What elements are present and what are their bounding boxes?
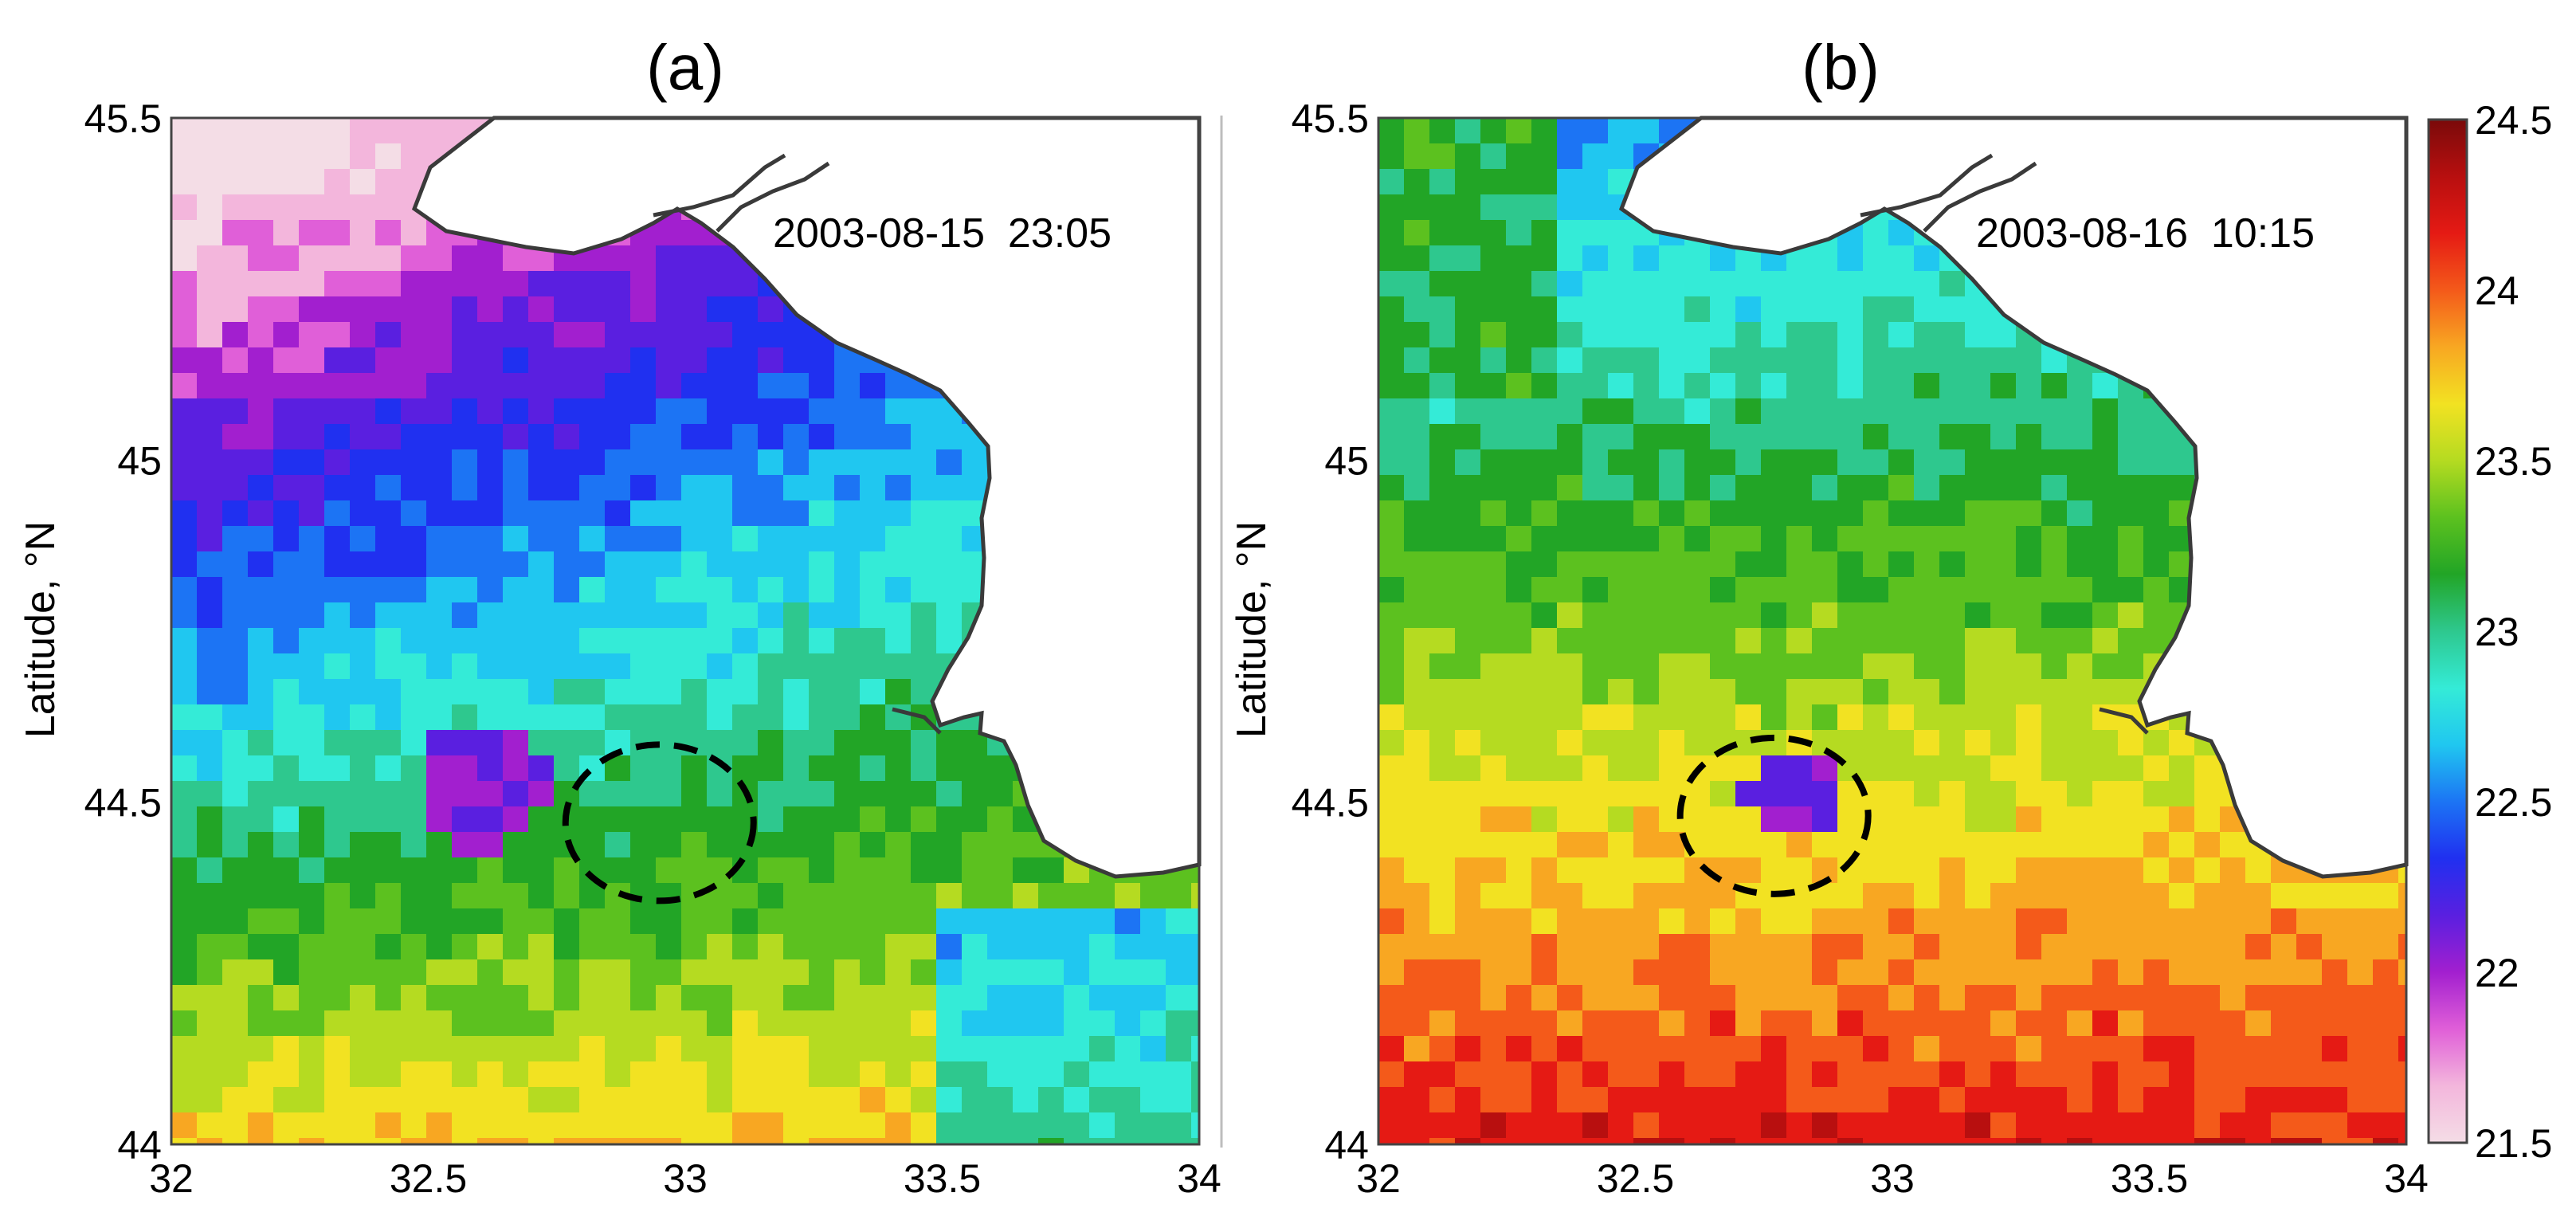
colorbar-tick-label: 22.5 — [2475, 780, 2552, 825]
colorbar-tick-label: 22 — [2475, 951, 2519, 995]
panel-b-marked-eddy — [1676, 734, 1872, 897]
colorbar-scale — [2427, 118, 2468, 1144]
panel-b-y-tick-labels: 45.5 45 44.5 44 — [1292, 96, 1369, 1167]
panel-a-marked-eddy — [562, 741, 757, 904]
panel-a: (a) 2003-08-15 23:05 32 32.5 33 33.5 34 45.5… — [18, 32, 1221, 1201]
colorbar-tick-label: 23 — [2475, 610, 2519, 654]
colorbar-tick-label: 21.5 — [2475, 1121, 2552, 1166]
panel-b-label: (b) — [1802, 32, 1880, 103]
x-tick-label: 32 — [1356, 1156, 1401, 1201]
panel-a-strait — [653, 153, 942, 735]
panel-a-coastline — [411, 116, 1202, 879]
y-tick-label: 45.5 — [84, 96, 162, 141]
y-tick-label: 44 — [117, 1123, 162, 1167]
y-tick-label: 44.5 — [1292, 781, 1369, 826]
colorbar: 24.5 24 23.5 23 22.5 22 21.5 — [2427, 98, 2552, 1166]
x-tick-label: 33.5 — [2111, 1156, 2188, 1201]
y-tick-label: 45 — [1324, 438, 1369, 483]
x-tick-label: 32.5 — [390, 1156, 467, 1201]
x-tick-label: 33.5 — [904, 1156, 981, 1201]
colorbar-tick-label: 23.5 — [2475, 439, 2552, 484]
colorbar-tick-label: 24.5 — [2475, 98, 2552, 143]
panel-b-timestamp: 2003-08-16 10:15 — [1976, 210, 2315, 257]
panel-a-x-tick-labels: 32 32.5 33 33.5 34 — [149, 1156, 1221, 1201]
x-tick-label: 34 — [1177, 1156, 1221, 1201]
colorbar-tick-label: 24 — [2475, 269, 2519, 313]
x-tick-label: 32 — [149, 1156, 194, 1201]
colorbar-tick-labels: 24.5 24 23.5 23 22.5 22 21.5 — [2475, 98, 2552, 1166]
y-tick-label: 45.5 — [1292, 96, 1369, 141]
panel-b-strait — [1860, 153, 2149, 735]
y-tick-label: 45 — [117, 438, 162, 483]
panel-a-timestamp: 2003-08-15 23:05 — [773, 210, 1112, 257]
y-tick-label: 44.5 — [84, 781, 162, 826]
panel-a-axes-frame — [170, 116, 1201, 1146]
panel-b-x-tick-labels: 32 32.5 33 33.5 34 — [1356, 1156, 2429, 1201]
x-tick-label: 33 — [1870, 1156, 1915, 1201]
panel-b-axes-frame — [1377, 116, 2408, 1146]
x-tick-label: 33 — [663, 1156, 708, 1201]
x-tick-label: 34 — [2384, 1156, 2429, 1201]
panel-b-y-axis-label: Latitude, °N — [1229, 521, 1275, 738]
panel-b: (b) 2003-08-16 10:15 32 32.5 33 33.5 34 45.5… — [1229, 32, 2429, 1201]
y-tick-label: 44 — [1324, 1123, 1369, 1167]
panel-a-y-axis-label: Latitude, °N — [18, 521, 64, 738]
panel-a-y-tick-labels: 45.5 45 44.5 44 — [84, 96, 162, 1167]
x-tick-label: 32.5 — [1597, 1156, 1674, 1201]
panel-b-coastline — [1618, 116, 2409, 879]
panel-a-label: (a) — [646, 32, 724, 103]
